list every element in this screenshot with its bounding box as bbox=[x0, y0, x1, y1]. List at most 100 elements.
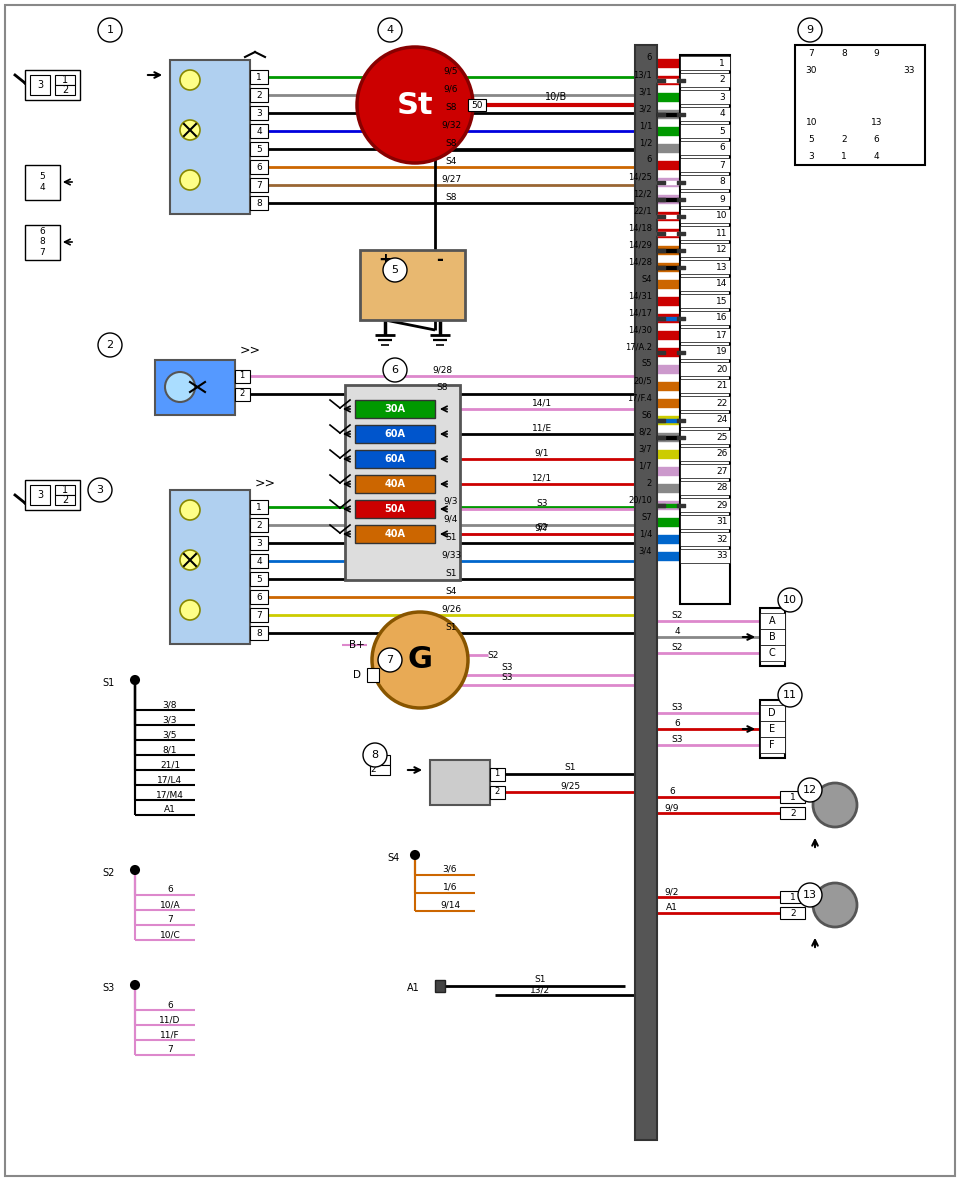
Text: 2: 2 bbox=[719, 76, 725, 85]
Bar bbox=[370, 765, 390, 775]
Text: 20/10: 20/10 bbox=[628, 496, 652, 504]
Text: 7: 7 bbox=[256, 181, 262, 189]
Bar bbox=[55, 495, 75, 505]
Circle shape bbox=[131, 676, 139, 684]
Text: 17/F.4: 17/F.4 bbox=[627, 393, 652, 403]
Text: S4: S4 bbox=[641, 274, 652, 283]
Bar bbox=[680, 430, 730, 444]
Text: 9/28: 9/28 bbox=[432, 365, 452, 374]
Text: 40A: 40A bbox=[385, 529, 405, 539]
Text: 27: 27 bbox=[716, 466, 728, 476]
Bar bbox=[760, 608, 785, 666]
Bar bbox=[680, 107, 730, 120]
Bar bbox=[680, 175, 730, 189]
Bar bbox=[680, 328, 730, 342]
Text: -: - bbox=[437, 252, 444, 269]
Bar bbox=[55, 85, 75, 94]
Circle shape bbox=[383, 257, 407, 282]
Text: 1: 1 bbox=[494, 770, 499, 778]
Text: 12: 12 bbox=[803, 785, 817, 795]
Text: 13: 13 bbox=[871, 118, 882, 126]
Text: 60A: 60A bbox=[385, 429, 405, 439]
Bar bbox=[468, 99, 486, 111]
Bar bbox=[250, 626, 268, 640]
Bar bbox=[250, 500, 268, 514]
Text: 3: 3 bbox=[256, 109, 262, 117]
Text: 12/2: 12/2 bbox=[634, 189, 652, 198]
Bar bbox=[55, 76, 75, 85]
Text: >>: >> bbox=[240, 344, 261, 357]
Text: 21: 21 bbox=[716, 381, 728, 391]
Circle shape bbox=[363, 743, 387, 766]
Text: 13: 13 bbox=[716, 262, 728, 272]
Text: 1: 1 bbox=[107, 25, 113, 35]
Text: S3: S3 bbox=[501, 673, 513, 683]
Text: 8: 8 bbox=[841, 50, 847, 58]
Text: 33: 33 bbox=[716, 552, 728, 561]
Circle shape bbox=[778, 683, 802, 707]
Text: 22: 22 bbox=[716, 398, 728, 407]
Text: 10/B: 10/B bbox=[545, 92, 567, 102]
Bar bbox=[430, 761, 490, 805]
Bar bbox=[680, 260, 730, 274]
Bar bbox=[250, 554, 268, 568]
Text: 8: 8 bbox=[256, 198, 262, 208]
Text: 9/7: 9/7 bbox=[535, 523, 549, 533]
Text: 20: 20 bbox=[716, 365, 728, 373]
Circle shape bbox=[813, 883, 857, 927]
Bar bbox=[680, 158, 730, 172]
Bar bbox=[490, 787, 505, 800]
Text: 40A: 40A bbox=[385, 479, 405, 489]
Bar bbox=[367, 668, 379, 681]
Text: 19: 19 bbox=[716, 347, 728, 357]
Text: 14/18: 14/18 bbox=[628, 223, 652, 233]
Bar bbox=[780, 907, 805, 919]
Text: S3: S3 bbox=[671, 736, 683, 744]
Bar bbox=[680, 446, 730, 461]
Text: 9: 9 bbox=[806, 25, 813, 35]
Text: 5: 5 bbox=[808, 135, 814, 144]
Text: S2: S2 bbox=[103, 868, 115, 877]
Bar bbox=[680, 193, 730, 205]
Text: 5: 5 bbox=[719, 126, 725, 136]
Circle shape bbox=[98, 333, 122, 357]
Text: 1/2: 1/2 bbox=[638, 138, 652, 148]
Circle shape bbox=[798, 778, 822, 802]
Bar bbox=[250, 142, 268, 156]
Text: 33: 33 bbox=[903, 66, 915, 76]
Text: St: St bbox=[396, 91, 433, 119]
Bar bbox=[680, 278, 730, 291]
Bar bbox=[680, 396, 730, 410]
Bar bbox=[680, 124, 730, 138]
Bar bbox=[250, 70, 268, 84]
Bar bbox=[250, 124, 268, 138]
Bar bbox=[355, 475, 435, 492]
Bar bbox=[680, 90, 730, 104]
Text: 1/1: 1/1 bbox=[638, 122, 652, 130]
Text: 1/4: 1/4 bbox=[638, 529, 652, 539]
Text: 3/1: 3/1 bbox=[638, 87, 652, 97]
Text: 50A: 50A bbox=[385, 504, 405, 514]
Bar bbox=[360, 250, 465, 320]
Text: 11/D: 11/D bbox=[159, 1016, 180, 1024]
Text: 9/6: 9/6 bbox=[444, 85, 458, 93]
Text: 9/9: 9/9 bbox=[664, 803, 680, 813]
Text: 9/26: 9/26 bbox=[441, 605, 461, 613]
Text: 1: 1 bbox=[62, 485, 68, 495]
Text: 28: 28 bbox=[716, 483, 728, 492]
Text: 14/1: 14/1 bbox=[532, 398, 552, 407]
Text: 6: 6 bbox=[647, 156, 652, 164]
Bar bbox=[25, 70, 80, 100]
Bar bbox=[680, 243, 730, 257]
Text: 3/4: 3/4 bbox=[638, 547, 652, 555]
Bar bbox=[760, 705, 785, 720]
Bar bbox=[760, 737, 785, 753]
Text: 2: 2 bbox=[61, 495, 68, 505]
Bar bbox=[25, 226, 60, 260]
Text: 3/6: 3/6 bbox=[443, 864, 457, 874]
Text: 6: 6 bbox=[392, 365, 398, 376]
Text: 3/2: 3/2 bbox=[638, 104, 652, 113]
Text: S2: S2 bbox=[488, 651, 498, 659]
Text: 14/28: 14/28 bbox=[628, 257, 652, 267]
Text: 12/1: 12/1 bbox=[532, 474, 552, 483]
